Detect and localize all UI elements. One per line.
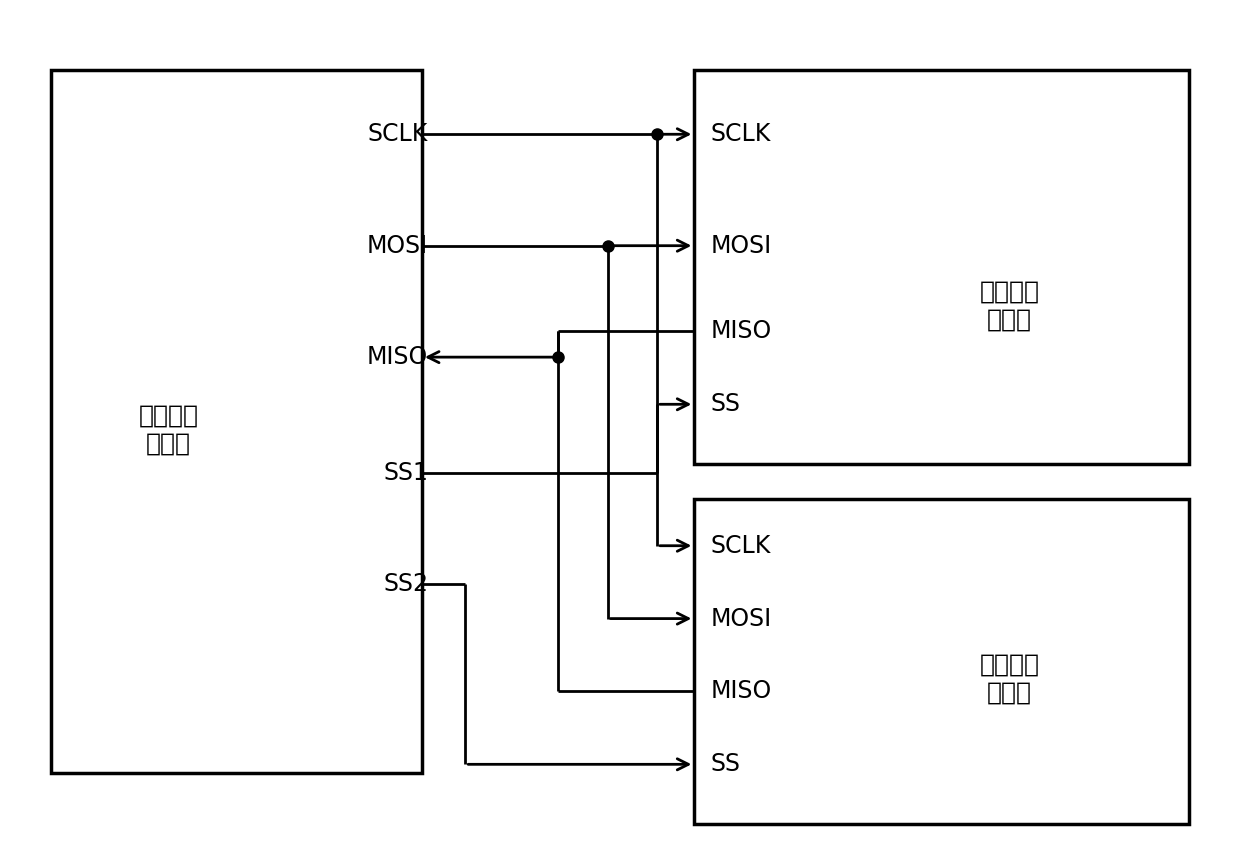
Text: 串行外设
从器件: 串行外设 从器件 <box>980 653 1039 704</box>
Text: SS: SS <box>711 392 740 416</box>
Text: MISO: MISO <box>367 345 428 369</box>
Text: SS: SS <box>711 752 740 777</box>
Bar <box>694 70 1189 464</box>
Bar <box>694 499 1189 825</box>
Text: MISO: MISO <box>711 319 771 343</box>
Text: SCLK: SCLK <box>711 534 771 558</box>
Text: SS1: SS1 <box>383 461 428 485</box>
Text: SCLK: SCLK <box>368 122 428 146</box>
Text: 串行外设
主器件: 串行外设 主器件 <box>139 404 198 456</box>
Text: MISO: MISO <box>711 679 771 703</box>
Text: MOSI: MOSI <box>711 606 771 630</box>
Text: MOSI: MOSI <box>367 234 428 258</box>
Text: SCLK: SCLK <box>711 122 771 146</box>
Bar <box>51 70 422 773</box>
Text: 串行外设
从器件: 串行外设 从器件 <box>980 280 1039 332</box>
Text: MOSI: MOSI <box>711 234 771 258</box>
Text: SS2: SS2 <box>383 572 428 596</box>
